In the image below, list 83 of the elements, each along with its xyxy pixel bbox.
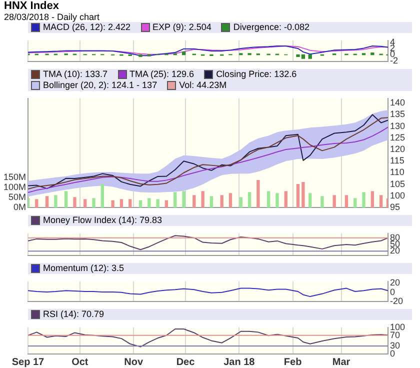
bar bbox=[228, 193, 232, 208]
bar bbox=[302, 182, 305, 208]
bar bbox=[362, 192, 366, 208]
bar bbox=[284, 191, 288, 208]
legend-label: Closing Price: 132.6 bbox=[216, 69, 297, 80]
bar bbox=[239, 197, 242, 208]
y-tick-label: 120 bbox=[390, 144, 406, 154]
legend-label: Bollinger (20, 2): 124.1 - 137 bbox=[43, 80, 158, 91]
y-tick-label: 105 bbox=[390, 178, 406, 189]
y2-tick-label: 50M bbox=[8, 192, 26, 202]
legend-label: Money Flow Index (14): 79.83 bbox=[43, 215, 162, 226]
bar bbox=[386, 198, 388, 208]
bar bbox=[128, 199, 132, 208]
bar bbox=[276, 193, 279, 208]
bar bbox=[45, 196, 49, 208]
y-tick-label: 100 bbox=[390, 322, 406, 332]
y-tick-label: 110 bbox=[390, 167, 404, 178]
x-tick-label: Oct bbox=[72, 356, 89, 368]
y-tick-label: 0 bbox=[390, 348, 396, 358]
x-tick-label: Dec bbox=[176, 356, 196, 368]
bar bbox=[92, 198, 96, 208]
bar bbox=[138, 200, 142, 208]
bar bbox=[182, 191, 186, 208]
bar bbox=[370, 191, 374, 208]
bar bbox=[100, 184, 104, 208]
bar bbox=[120, 199, 124, 208]
y-tick-label: 130 bbox=[390, 120, 406, 131]
legend-label: TMA (10): 133.7 bbox=[43, 69, 108, 80]
legend-label: TMA (25): 129.6 bbox=[130, 69, 194, 80]
bar bbox=[256, 180, 260, 208]
bar bbox=[164, 200, 168, 208]
y2-tick-label: 0M bbox=[13, 202, 26, 212]
bar bbox=[35, 199, 38, 208]
bar bbox=[73, 197, 76, 208]
y2-tick-label: 100M bbox=[3, 182, 26, 192]
y-tick-label: 70 bbox=[390, 330, 400, 340]
x-tick-label: Mar bbox=[332, 356, 350, 368]
y-tick-label: 95 bbox=[390, 202, 400, 212]
x-tick-label: Sep 17 bbox=[12, 356, 45, 368]
y-tick-label: 100 bbox=[390, 190, 406, 200]
bar bbox=[220, 195, 224, 208]
bar bbox=[354, 198, 357, 208]
chart-title: HNX Index bbox=[3, 0, 60, 12]
bar bbox=[308, 193, 312, 208]
bar bbox=[28, 198, 30, 208]
bar bbox=[84, 199, 87, 208]
bar bbox=[156, 199, 160, 208]
bar bbox=[296, 184, 300, 208]
legend-label: MACD (26, 12): 2.422 bbox=[43, 22, 131, 33]
bar bbox=[148, 198, 151, 208]
legend-label: Momentum (12): 3.5 bbox=[43, 263, 124, 274]
y-tick-label: 135 bbox=[390, 109, 406, 120]
bar bbox=[320, 196, 324, 208]
y-tick-label: 140 bbox=[390, 98, 406, 108]
y2-tick-label: 150M bbox=[3, 172, 26, 182]
bar bbox=[111, 200, 114, 208]
y-tick-label: 115 bbox=[390, 156, 404, 166]
y-tick-label: 30 bbox=[390, 340, 400, 351]
bar bbox=[248, 192, 252, 208]
bar bbox=[174, 192, 177, 208]
chart-subtitle: 28/03/2018 - Daily chart bbox=[3, 12, 101, 22]
legend-label: Divergence: -0.082 bbox=[233, 22, 310, 33]
bar bbox=[332, 195, 336, 208]
bar bbox=[192, 195, 196, 208]
y-tick-label: 80 bbox=[390, 232, 400, 242]
bar bbox=[266, 191, 270, 208]
bar bbox=[54, 195, 58, 208]
x-tick-label: Feb bbox=[284, 356, 302, 368]
x-tick-label: Nov bbox=[124, 356, 144, 368]
x-tick-label: Jan 18 bbox=[224, 356, 256, 368]
y-tick-label: 125 bbox=[390, 132, 406, 142]
y-tick-label: -20 bbox=[390, 296, 404, 306]
bar bbox=[201, 191, 204, 208]
y-tick-label: 20 bbox=[390, 246, 400, 256]
bar bbox=[210, 196, 214, 208]
bar bbox=[379, 195, 383, 208]
legend-label: EXP (9): 2.504 bbox=[152, 22, 212, 33]
y-tick-label: 20 bbox=[390, 278, 400, 288]
bar bbox=[344, 195, 348, 208]
legend-label: Vol: 44.23M bbox=[179, 80, 227, 91]
bar bbox=[64, 191, 68, 208]
y-tick-label: 0 bbox=[390, 286, 396, 297]
legend-label: RSI (14): 70.79 bbox=[43, 309, 104, 320]
